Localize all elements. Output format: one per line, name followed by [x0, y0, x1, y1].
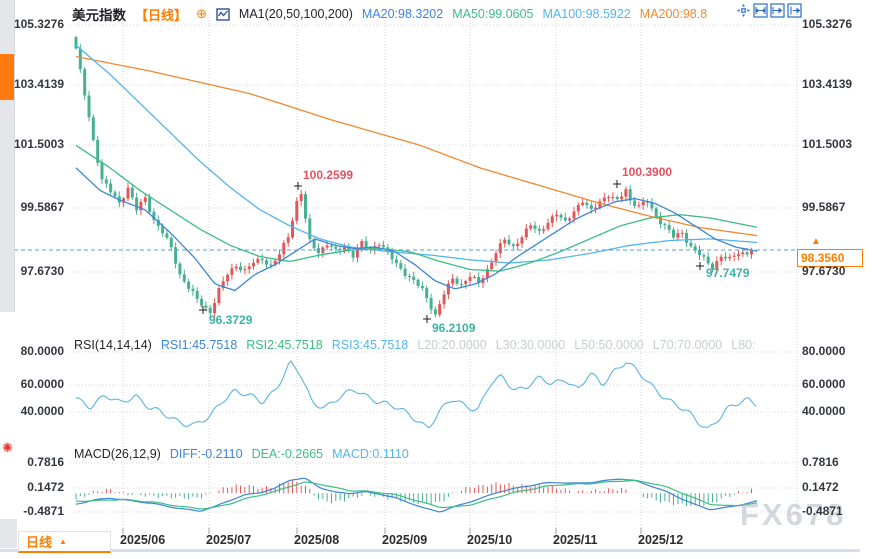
macd-axis-label-left: 0.1472: [27, 480, 64, 494]
rsi-axis-label-left: 80.0000: [20, 344, 64, 358]
price-axis-label-left: 101.5003: [13, 137, 64, 151]
price-annotation: 97.7479: [706, 266, 750, 280]
macd-hist-value: MACD:0.1110: [332, 447, 409, 461]
rsi1-value: RSI1:45.7518: [160, 338, 238, 352]
rsi-axis-label-left: 40.0000: [20, 404, 64, 418]
symbol-name: 美元指数: [72, 8, 126, 23]
x-axis-label: 2025/12: [638, 533, 684, 547]
macd-axis-label-right: 0.7816: [802, 455, 839, 469]
rsi-level-30: L30:30.0000: [495, 338, 566, 352]
price-axis-label-right: 105.3276: [802, 17, 853, 31]
chart-toolbar: [736, 3, 802, 18]
macd-axis-label-right: -0.4871: [802, 504, 843, 518]
price-annotation: 96.2109: [432, 321, 476, 335]
ma20-value: MA20:98.3202: [361, 7, 444, 21]
fx678-watermark: FX678: [740, 497, 847, 532]
price-axis-label-left: 97.6730: [20, 264, 64, 278]
ma100-value: MA100:98.5922: [542, 7, 631, 21]
chart-type-icon[interactable]: [216, 7, 230, 22]
x-axis-label: 2025/07: [206, 533, 252, 547]
chevron-up-icon: ▲: [59, 537, 67, 546]
ma-settings-label[interactable]: MA1(20,50,100,200): [238, 7, 353, 21]
rsi-level-20: L20:20.0000: [417, 338, 487, 352]
price-axis-label-left: 103.4139: [13, 77, 64, 91]
live-indicator-icon: ✺: [2, 440, 13, 455]
price-annotation: 100.2599: [303, 168, 354, 182]
bottom-scrollbar[interactable]: [0, 549, 860, 552]
rsi-level-80: L80:: [731, 338, 756, 352]
timeframe-label: 【日线】: [135, 7, 188, 23]
x-axis-label: 2025/09: [382, 533, 428, 547]
x-axis-label: 2025/08: [294, 533, 340, 547]
rsi3-value: RSI3:45.7518: [331, 338, 409, 352]
rsi-axis-label-right: 60.0000: [802, 377, 846, 391]
price-annotation: 100.3900: [622, 165, 673, 179]
macd-axis-label-left: -0.4871: [23, 504, 64, 518]
price-annotation: 96.3729: [209, 313, 253, 327]
rsi-level-50: L50:50.0000: [574, 338, 644, 352]
axis-scale-icon[interactable]: [753, 3, 768, 18]
price-axis-label-right: 99.5867: [802, 200, 846, 214]
x-axis-label: 2025/10: [467, 533, 513, 547]
bottom-left-strip: [0, 519, 17, 548]
ma200-value: MA200:98.8: [639, 7, 708, 21]
rsi-axis-label-left: 60.0000: [20, 377, 64, 391]
macd-dea-value: DEA:-0.2665: [251, 447, 324, 461]
timeframe-tab-label: 日线: [26, 535, 53, 550]
rsi2-value: RSI2:45.7518: [246, 338, 323, 352]
price-axis-label-right: 97.6730: [802, 264, 846, 278]
last-price-tag[interactable]: 98.3560: [797, 249, 863, 267]
rsi-settings-label[interactable]: RSI(14,14,14): [74, 338, 152, 352]
axis-scale-right-icon[interactable]: [770, 3, 785, 18]
x-axis-label: 2025/06: [120, 533, 166, 547]
rsi-level-70: L70:70.0000: [652, 338, 723, 352]
timeframe-tab-daily[interactable]: 日线 ▲: [18, 531, 111, 553]
price-marker-arrow-icon: ▲: [811, 236, 821, 247]
x-axis-label: 2025/11: [553, 533, 598, 547]
left-scrollbar-thumb[interactable]: [0, 54, 14, 100]
rsi-axis-label-right: 40.0000: [802, 404, 846, 418]
add-indicator-icon[interactable]: ⊕: [196, 6, 207, 21]
price-axis-label-right: 103.4139: [802, 77, 853, 91]
rsi-header: RSI(14,14,14) RSI1:45.7518 RSI2:45.7518 …: [74, 338, 796, 352]
macd-settings-label[interactable]: MACD(26,12,9): [74, 447, 161, 461]
macd-diff-value: DIFF:-0.2110: [169, 447, 243, 461]
price-axis-label-left: 105.3276: [13, 17, 64, 31]
rsi-axis-label-right: 80.0000: [802, 344, 846, 358]
crosshair-icon[interactable]: [736, 3, 751, 18]
macd-header: MACD(26,12,9) DIFF:-0.2110 DEA:-0.2665 M…: [74, 447, 796, 461]
chart-header: 美元指数 【日线】 ⊕ MA1(20,50,100,200) MA20:98.3…: [72, 4, 707, 24]
pan-right-icon[interactable]: [787, 3, 802, 18]
ma50-value: MA50:99.0605: [452, 7, 534, 21]
macd-axis-label-right: 0.1472: [802, 480, 839, 494]
macd-axis-label-left: 0.7816: [27, 455, 64, 469]
price-axis-label-left: 99.5867: [20, 200, 64, 214]
price-axis-label-right: 101.5003: [802, 137, 853, 151]
